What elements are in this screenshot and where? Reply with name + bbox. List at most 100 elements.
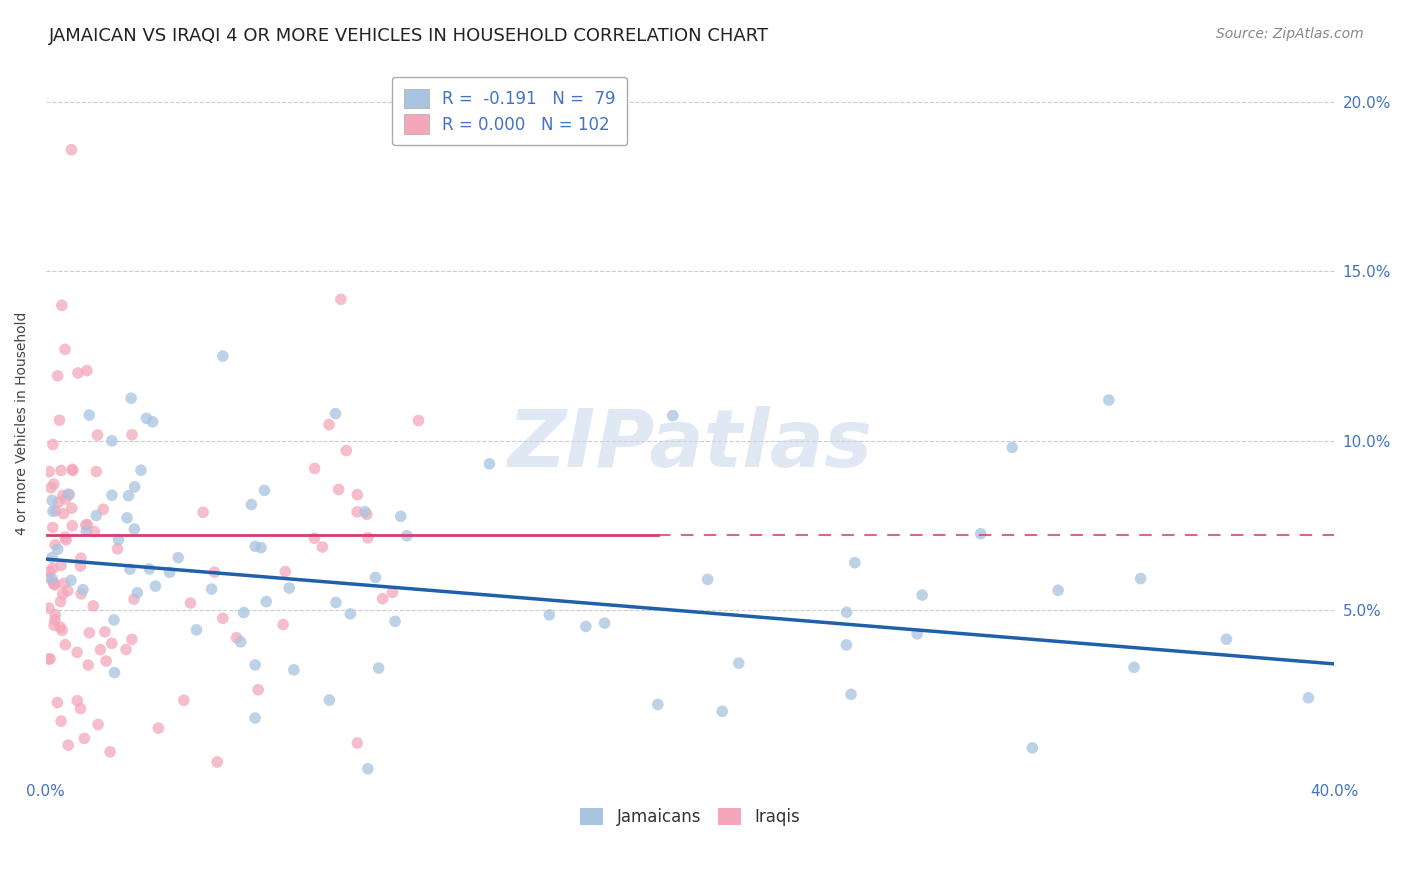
Point xyxy=(77,658,100,673)
Point xyxy=(478,457,501,471)
Point xyxy=(100,636,122,650)
Point xyxy=(844,556,866,570)
Point xyxy=(159,566,181,580)
Point xyxy=(354,505,377,519)
Point xyxy=(52,488,75,502)
Point xyxy=(53,530,76,544)
Point xyxy=(122,592,145,607)
Point xyxy=(346,736,368,750)
Point xyxy=(101,488,124,502)
Point xyxy=(243,711,266,725)
Point xyxy=(52,587,75,601)
Point xyxy=(58,488,80,502)
Point xyxy=(107,541,129,556)
Point xyxy=(76,363,98,377)
Point xyxy=(38,652,60,666)
Point xyxy=(53,343,76,357)
Point xyxy=(204,565,226,579)
Point xyxy=(346,505,368,519)
Point xyxy=(39,481,62,495)
Point xyxy=(42,576,65,591)
Point xyxy=(173,693,195,707)
Point xyxy=(42,618,65,632)
Point xyxy=(229,634,252,648)
Point xyxy=(51,624,73,638)
Point xyxy=(49,558,72,573)
Point xyxy=(70,551,93,566)
Point xyxy=(254,594,277,608)
Point xyxy=(72,582,94,597)
Point xyxy=(145,579,167,593)
Point xyxy=(60,518,83,533)
Point xyxy=(911,588,934,602)
Point xyxy=(39,652,62,666)
Point xyxy=(45,504,67,518)
Point xyxy=(69,701,91,715)
Point xyxy=(103,613,125,627)
Point xyxy=(60,574,83,588)
Point xyxy=(41,550,63,565)
Point xyxy=(82,599,104,613)
Point xyxy=(1123,660,1146,674)
Point xyxy=(38,565,60,579)
Point xyxy=(711,704,734,718)
Point xyxy=(367,661,389,675)
Point xyxy=(696,573,718,587)
Point xyxy=(58,738,80,752)
Point xyxy=(408,413,430,427)
Point xyxy=(335,443,357,458)
Point xyxy=(87,717,110,731)
Point xyxy=(179,596,201,610)
Point xyxy=(839,687,862,701)
Point xyxy=(75,524,97,538)
Point xyxy=(395,529,418,543)
Point xyxy=(538,607,561,622)
Point xyxy=(356,508,378,522)
Point xyxy=(79,625,101,640)
Point xyxy=(101,434,124,448)
Point xyxy=(205,755,228,769)
Point xyxy=(48,413,70,427)
Point xyxy=(124,522,146,536)
Point xyxy=(89,642,111,657)
Point xyxy=(328,483,350,497)
Point xyxy=(49,714,72,728)
Point xyxy=(44,613,66,627)
Point xyxy=(49,620,72,634)
Point xyxy=(357,762,380,776)
Point xyxy=(66,694,89,708)
Point xyxy=(70,587,93,601)
Point xyxy=(69,559,91,574)
Point xyxy=(73,731,96,746)
Point xyxy=(55,492,77,507)
Point xyxy=(42,477,65,491)
Point xyxy=(245,539,267,553)
Point xyxy=(44,538,66,552)
Point xyxy=(212,349,235,363)
Point xyxy=(969,526,991,541)
Point xyxy=(76,517,98,532)
Point xyxy=(86,428,108,442)
Point xyxy=(346,488,368,502)
Point xyxy=(357,531,380,545)
Point xyxy=(247,682,270,697)
Point xyxy=(127,585,149,599)
Point xyxy=(232,606,254,620)
Point xyxy=(283,663,305,677)
Point xyxy=(66,366,89,380)
Point xyxy=(211,611,233,625)
Point xyxy=(120,391,142,405)
Point xyxy=(1047,583,1070,598)
Point xyxy=(1098,392,1121,407)
Point xyxy=(52,576,75,591)
Point xyxy=(115,511,138,525)
Point xyxy=(46,696,69,710)
Point xyxy=(60,501,83,516)
Point xyxy=(575,619,598,633)
Point xyxy=(1215,632,1237,647)
Point xyxy=(311,540,333,554)
Point xyxy=(835,605,858,619)
Point xyxy=(371,591,394,606)
Point xyxy=(661,409,683,423)
Point xyxy=(98,745,121,759)
